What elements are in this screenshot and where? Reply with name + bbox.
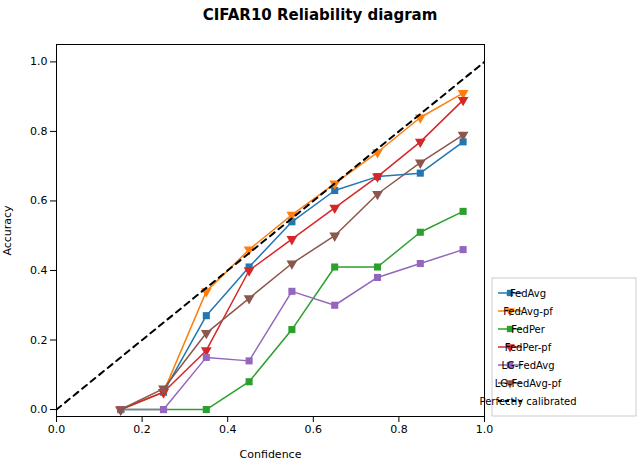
svg-text:FedPer: FedPer [511, 324, 546, 335]
svg-text:1.0: 1.0 [476, 423, 494, 436]
svg-text:0.2: 0.2 [30, 334, 48, 347]
html-text:CIFAR10 Reliability diagram: CIFAR10 Reliability diagram [202, 6, 438, 24]
svg-text:0.4: 0.4 [219, 423, 237, 436]
svg-text:0.2: 0.2 [133, 423, 151, 436]
svg-text:Perfectly calibrated: Perfectly calibrated [479, 396, 576, 407]
svg-text:0.6: 0.6 [305, 423, 323, 436]
svg-text:0.0: 0.0 [48, 423, 66, 436]
svg-text:LG-FedAvg: LG-FedAvg [501, 360, 554, 371]
svg-text:LG-FedAvg-pf: LG-FedAvg-pf [495, 378, 562, 389]
svg-text:Accuracy: Accuracy [1, 205, 14, 256]
svg-text:0.8: 0.8 [390, 423, 408, 436]
svg-text:0.0: 0.0 [30, 403, 48, 416]
svg-text:0.4: 0.4 [30, 264, 48, 277]
svg-text:FedAvg: FedAvg [510, 288, 546, 299]
svg-text:Confidence: Confidence [240, 448, 302, 461]
svg-text:FedAvg-pf: FedAvg-pf [503, 306, 553, 317]
svg-text:0.8: 0.8 [30, 125, 48, 138]
svg-text:1.0: 1.0 [30, 55, 48, 68]
svg-text:FedPer-pf: FedPer-pf [505, 342, 552, 353]
svg-text:0.6: 0.6 [30, 194, 48, 207]
